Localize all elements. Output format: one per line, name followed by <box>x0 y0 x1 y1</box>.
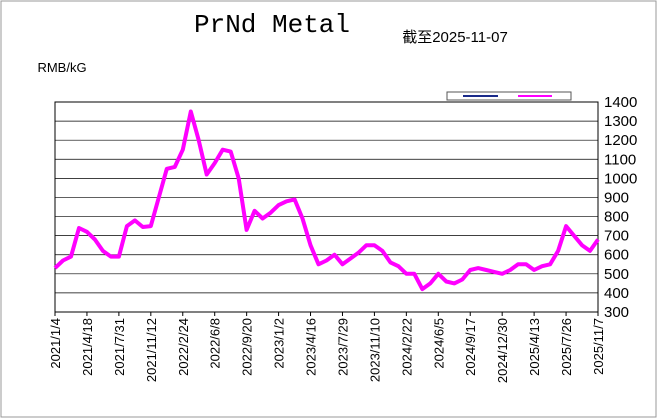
x-tick-label: 2025/4/13 <box>527 318 542 376</box>
x-tick-label: 2021/1/4 <box>48 318 63 369</box>
y-tick-label: 300 <box>604 304 629 321</box>
x-tick-label: 2021/7/31 <box>112 318 127 376</box>
x-tick-label: 2025/7/26 <box>559 318 574 376</box>
y-tick-label: 400 <box>604 285 629 302</box>
x-tick-label: 2025/11/7 <box>591 318 606 375</box>
y-tick-label: 1300 <box>604 113 637 130</box>
x-tick-label: 2021/4/18 <box>80 318 95 376</box>
x-tick-label: 2022/2/24 <box>176 318 191 376</box>
x-tick-label: 2024/6/5 <box>431 318 446 369</box>
y-tick-label: 600 <box>604 247 629 264</box>
legend-box <box>446 91 572 101</box>
plot-area <box>54 101 599 313</box>
series-line <box>53 109 600 292</box>
y-axis-label: RMB/kG <box>37 60 86 75</box>
y-tick-label: 1200 <box>604 132 637 149</box>
y-tick-label: 1000 <box>604 170 637 187</box>
x-tick-label: 2024/12/30 <box>495 318 510 383</box>
x-tick-label: 2022/6/8 <box>208 318 223 369</box>
x-tick-label: 2023/7/29 <box>335 318 350 376</box>
y-tick-label: 1100 <box>604 151 636 168</box>
x-tick-label: 2023/4/16 <box>304 318 319 376</box>
legend <box>446 91 572 101</box>
x-tick-label: 2024/2/22 <box>399 318 414 376</box>
y-tick-label: 700 <box>604 228 629 245</box>
x-tick-label: 2024/9/17 <box>463 318 478 376</box>
chart-subtitle: 截至2025-11-07 <box>402 29 508 46</box>
x-tick-label: 2023/11/10 <box>367 318 382 382</box>
y-tick-label: 800 <box>604 209 629 226</box>
x-tick-label: 2021/11/12 <box>144 318 159 382</box>
x-tick-label: 2023/1/2 <box>272 318 287 369</box>
x-tick-label: 2022/9/20 <box>240 318 255 376</box>
chart-title: PrNd Metal <box>194 10 350 40</box>
y-tick-label: 500 <box>604 266 629 283</box>
y-tick-label: 1400 <box>604 94 637 111</box>
y-tick-label: 900 <box>604 189 629 206</box>
